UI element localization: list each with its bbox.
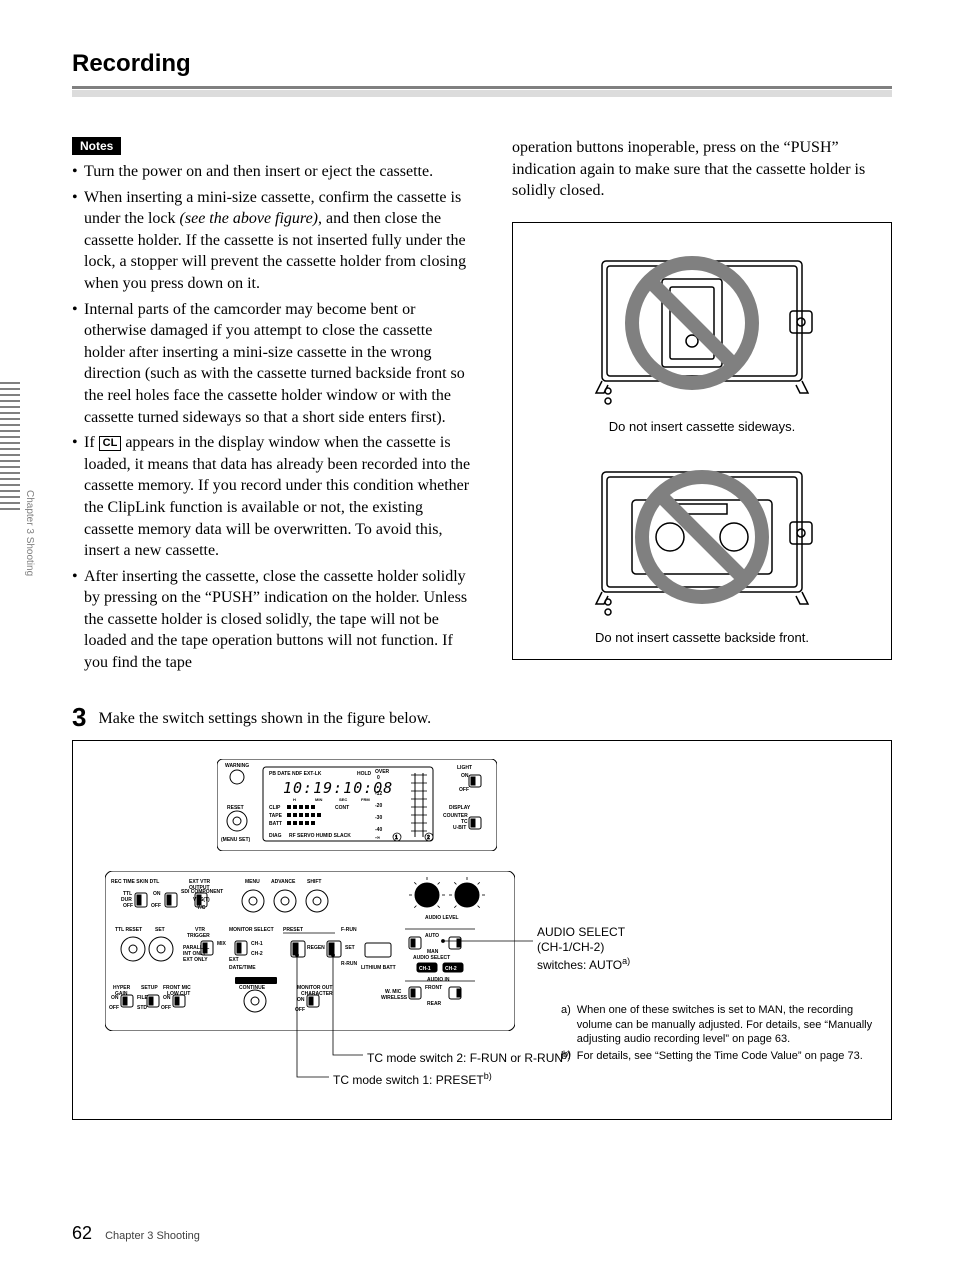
- notes-list: Turn the power on and then insert or eje…: [72, 161, 472, 674]
- warning-backside: Do not insert cassette backside front.: [527, 452, 877, 645]
- figure-footnotes: a)When one of these switches is set to M…: [561, 1003, 891, 1066]
- left-column: Notes Turn the power on and then insert …: [72, 137, 472, 678]
- cassette-backside-icon: [552, 452, 852, 622]
- cl-indicator-icon: CL: [99, 436, 122, 451]
- audio-select-callout: AUDIO SELECT (CH-1/CH-2) switches: AUTOa…: [537, 925, 630, 974]
- note-item: When inserting a mini-size cassette, con…: [72, 187, 472, 295]
- right-column: operation buttons inoperable, press on t…: [512, 137, 892, 678]
- title-rule-dark: [72, 86, 892, 89]
- right-lead-paragraph: operation buttons inoperable, press on t…: [512, 137, 892, 202]
- warning-caption: Do not insert cassette backside front.: [527, 630, 877, 645]
- tc2-callout: TC mode switch 2: F-RUN or R-RUNb): [367, 1049, 571, 1065]
- step-3-row: 3 Make the switch settings shown in the …: [72, 704, 892, 730]
- page-title: Recording: [72, 50, 892, 78]
- step-number: 3: [72, 704, 86, 730]
- warning-figure-box: Do not insert cassette sideways.: [512, 222, 892, 660]
- two-column-region: Notes Turn the power on and then insert …: [72, 137, 892, 678]
- page-number: 62: [72, 1223, 92, 1243]
- cassette-sideways-icon: [552, 241, 852, 411]
- warning-sideways: Do not insert cassette sideways.: [527, 241, 877, 434]
- side-chapter-label: Chapter 3 Shooting: [24, 490, 35, 576]
- warning-caption: Do not insert cassette sideways.: [527, 419, 877, 434]
- note-item: Internal parts of the camcorder may beco…: [72, 299, 472, 429]
- page-footer: 62 Chapter 3 Shooting: [72, 1223, 200, 1244]
- title-rule-light: [72, 90, 892, 97]
- tc1-callout: TC mode switch 1: PRESETb): [333, 1071, 492, 1087]
- notes-badge: Notes: [72, 137, 121, 155]
- step-text: Make the switch settings shown in the fi…: [98, 704, 431, 730]
- note-item: If CL appears in the display window when…: [72, 432, 472, 562]
- note-item: Turn the power on and then insert or eje…: [72, 161, 472, 183]
- switch-figure-box: WARNING RESET (MENU SET) PB DATE NDF EXT…: [72, 740, 892, 1120]
- footer-chapter: Chapter 3 Shooting: [105, 1230, 200, 1242]
- note-item: After inserting the cassette, close the …: [72, 566, 472, 674]
